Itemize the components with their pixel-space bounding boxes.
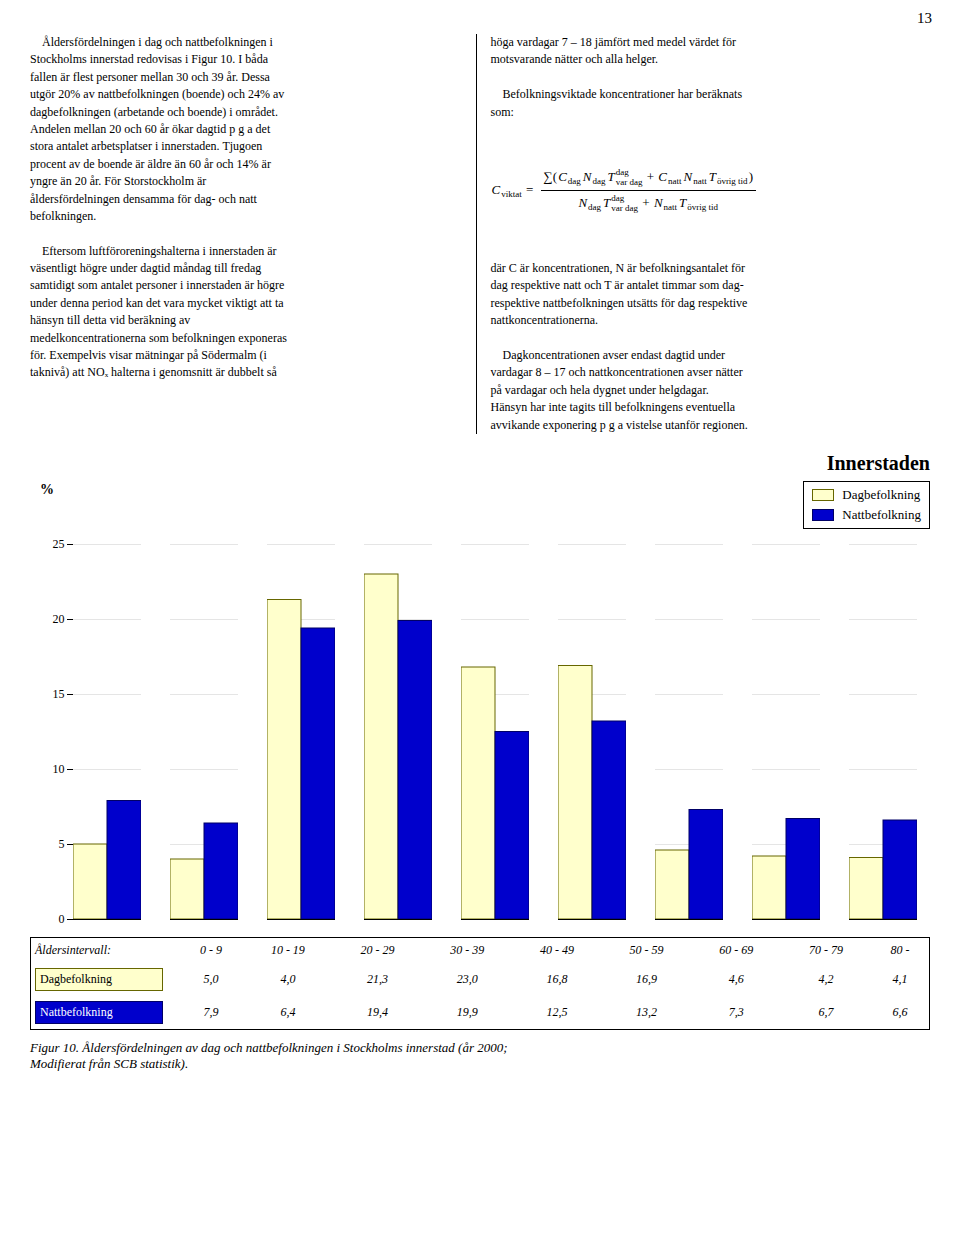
html-text:16,9: 16,9 bbox=[636, 972, 658, 986]
svg-text:15: 15 bbox=[53, 687, 65, 701]
html-text:23,0: 23,0 bbox=[456, 972, 478, 986]
html-text:6,6: 6,6 bbox=[892, 1005, 908, 1019]
svg-text:0: 0 bbox=[59, 912, 65, 926]
html-text:13,2: 13,2 bbox=[636, 1005, 658, 1019]
html-text:Innerstaden: Innerstaden bbox=[826, 452, 930, 474]
html-text:5,0: 5,0 bbox=[203, 972, 219, 986]
html-text:60 - 69: 60 - 69 bbox=[719, 943, 754, 957]
html-text:var dag+ CnattNnattTövrig tid): var dag+ CnattNnattTövrig tid) bbox=[615, 169, 753, 187]
html-text:13: 13 bbox=[917, 10, 932, 26]
html-text:Cviktat=: Cviktat= bbox=[491, 182, 537, 199]
html-text:10 - 19: 10 - 19 bbox=[270, 943, 305, 957]
html-text:6,4: 6,4 bbox=[280, 1005, 296, 1019]
svg-text:25: 25 bbox=[53, 537, 65, 551]
html-text:NdagTdag: NdagTdag bbox=[578, 193, 625, 212]
html-text:Åldersfördelningen i dag och n: Åldersfördelningen i dag och nattbefolkn… bbox=[30, 35, 287, 380]
html-text:Figur 10. Åldersfördelningen a: Figur 10. Åldersfördelningen av dag och … bbox=[30, 1040, 508, 1071]
html-text:7,9: 7,9 bbox=[203, 1005, 219, 1019]
html-text:19,9: 19,9 bbox=[456, 1005, 478, 1019]
html-text:Dagbefolkning: Dagbefolkning bbox=[40, 972, 112, 986]
html-text:16,8: 16,8 bbox=[546, 972, 568, 986]
html-text:4,6: 4,6 bbox=[728, 972, 744, 986]
html-text:70 - 79: 70 - 79 bbox=[808, 943, 843, 957]
html-text:Dagbefolkning: Dagbefolkning bbox=[842, 487, 921, 502]
svg-text:10: 10 bbox=[53, 762, 65, 776]
html-text:19,4: 19,4 bbox=[367, 1005, 388, 1019]
html-text:7,3: 7,3 bbox=[728, 1005, 744, 1019]
svg-text:5: 5 bbox=[59, 837, 65, 851]
html-text:30 - 39: 30 - 39 bbox=[450, 943, 485, 957]
html-text:Nattbefolkning: Nattbefolkning bbox=[40, 1005, 113, 1019]
html-text:4,1: 4,1 bbox=[892, 972, 908, 986]
html-text:21,3: 21,3 bbox=[367, 972, 388, 986]
html-text:∑(CdagNdagTdag: ∑(CdagNdagTdag bbox=[543, 167, 629, 186]
html-text:höga vardagar 7 – 18 jämfört m: höga vardagar 7 – 18 jämfört med medel v… bbox=[490, 35, 748, 432]
html-text:12,5: 12,5 bbox=[546, 1005, 568, 1019]
html-text:0 - 9: 0 - 9 bbox=[200, 943, 222, 957]
html-text:40 - 49: 40 - 49 bbox=[539, 943, 574, 957]
html-text:var dag+ NnattTövrig tid: var dag+ NnattTövrig tid bbox=[611, 195, 719, 213]
html-text:4,0: 4,0 bbox=[280, 972, 296, 986]
html-text:80 -: 80 - bbox=[890, 943, 910, 957]
svg-text:20: 20 bbox=[53, 612, 65, 626]
html-text:50 - 59: 50 - 59 bbox=[629, 943, 664, 957]
html-text:Nattbefolkning: Nattbefolkning bbox=[842, 507, 921, 522]
html-text:4,2: 4,2 bbox=[818, 972, 834, 986]
html-text:20 - 29: 20 - 29 bbox=[360, 943, 395, 957]
html-text:6,7: 6,7 bbox=[818, 1005, 834, 1019]
html-text:Åldersintervall:: Åldersintervall: bbox=[35, 943, 111, 957]
